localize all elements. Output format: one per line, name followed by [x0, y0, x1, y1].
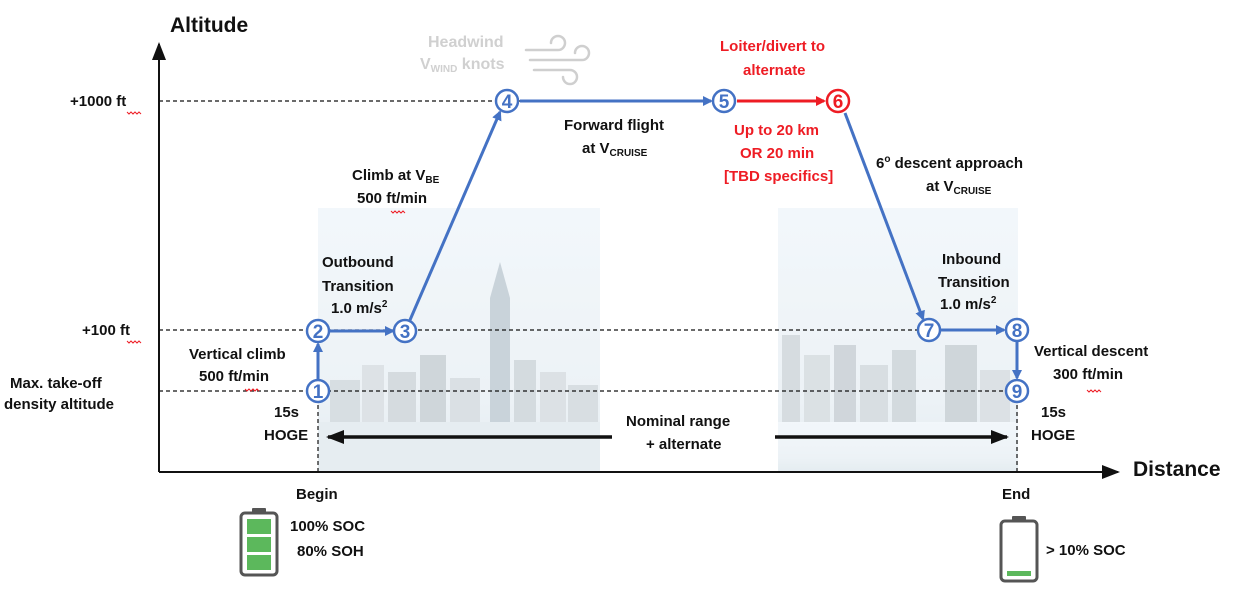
svg-text:8: 8 [1012, 321, 1023, 342]
skyline-left [318, 208, 600, 472]
vertical-descent-line1: Vertical descent [1034, 343, 1148, 360]
svg-text:4: 4 [502, 92, 513, 113]
forward-flight-line1: Forward flight [564, 117, 664, 134]
y-axis-title: Altitude [170, 14, 248, 37]
climb-line1: Climb at VBE [352, 167, 440, 186]
vertical-climb-line2: 500 ft/min [199, 368, 269, 385]
waypoint-7: 7 [916, 317, 942, 343]
range-label-line2: + alternate [646, 436, 721, 453]
y-label-1000ft: +1000 ft [70, 93, 126, 110]
hoge-left-line1: 15s [274, 404, 299, 421]
vertical-climb-line1: Vertical climb [189, 346, 286, 363]
skyline-right [778, 208, 1018, 472]
density-altitude-line1: Max. take-off [10, 375, 103, 392]
svg-text:2: 2 [313, 322, 324, 343]
vertical-descent-line2: 300 ft/min [1053, 366, 1123, 383]
hoge-left-line2: HOGE [264, 427, 308, 444]
begin-soc: 100% SOC [290, 518, 365, 535]
begin-soh: 80% SOH [297, 543, 364, 560]
spellcheck-underlines [126, 111, 1102, 393]
waypoint-6: 6 [825, 88, 851, 114]
waypoint-9: 9 [1004, 378, 1030, 404]
outbound-line2: Transition [322, 278, 394, 295]
waypoint-3: 3 [392, 318, 418, 344]
svg-text:3: 3 [400, 322, 411, 343]
end-label: End [1002, 486, 1030, 503]
y-label-100ft: +100 ft [82, 322, 130, 339]
reference-lines [159, 100, 1020, 472]
begin-label: Begin [296, 486, 338, 503]
loiter-detail-line2: OR 20 min [740, 145, 814, 162]
waypoint-2: 2 [305, 318, 331, 344]
outbound-line3: 1.0 m/s2 [331, 299, 388, 317]
hoge-right-line2: HOGE [1031, 427, 1075, 444]
headwind-label: Headwind VWIND knots [420, 34, 505, 75]
density-altitude-line2: density altitude [4, 396, 114, 413]
svg-text:6: 6 [833, 92, 844, 113]
x-axis-title: Distance [1133, 458, 1221, 481]
waypoint-5: 5 [711, 88, 737, 114]
inbound-line1: Inbound [942, 251, 1001, 268]
svg-text:5: 5 [719, 92, 730, 113]
waypoint-8: 8 [1004, 317, 1030, 343]
hoge-right-line1: 15s [1041, 404, 1066, 421]
loiter-line1: Loiter/divert to [720, 38, 825, 55]
loiter-detail-line1: Up to 20 km [734, 122, 819, 139]
climb-line2: 500 ft/min [357, 190, 427, 207]
forward-flight-line2: at VCRUISE [582, 140, 648, 159]
svg-text:7: 7 [924, 321, 935, 342]
inbound-line3: 1.0 m/s2 [940, 295, 997, 313]
wind-icon [524, 34, 591, 86]
descent-line2: at VCRUISE [926, 178, 992, 197]
flight-path [313, 96, 1022, 381]
inbound-line2: Transition [938, 274, 1010, 291]
svg-text:Headwind: Headwind [428, 34, 504, 51]
outbound-line1: Outbound [322, 254, 394, 271]
battery-full-icon [239, 508, 279, 577]
end-soc: > 10% SOC [1046, 542, 1126, 559]
loiter-detail-line3: [TBD specifics] [724, 168, 833, 185]
range-label-line1: Nominal range [626, 413, 730, 430]
battery-low-icon [999, 516, 1039, 583]
svg-text:1: 1 [313, 382, 324, 403]
waypoint-1: 1 [305, 378, 331, 404]
svg-text:9: 9 [1012, 382, 1023, 403]
descent-line1: 6o descent approach [876, 154, 1023, 172]
waypoint-4: 4 [494, 88, 520, 114]
svg-text:VWIND knots: VWIND knots [420, 56, 505, 75]
loiter-line2: alternate [743, 62, 806, 79]
